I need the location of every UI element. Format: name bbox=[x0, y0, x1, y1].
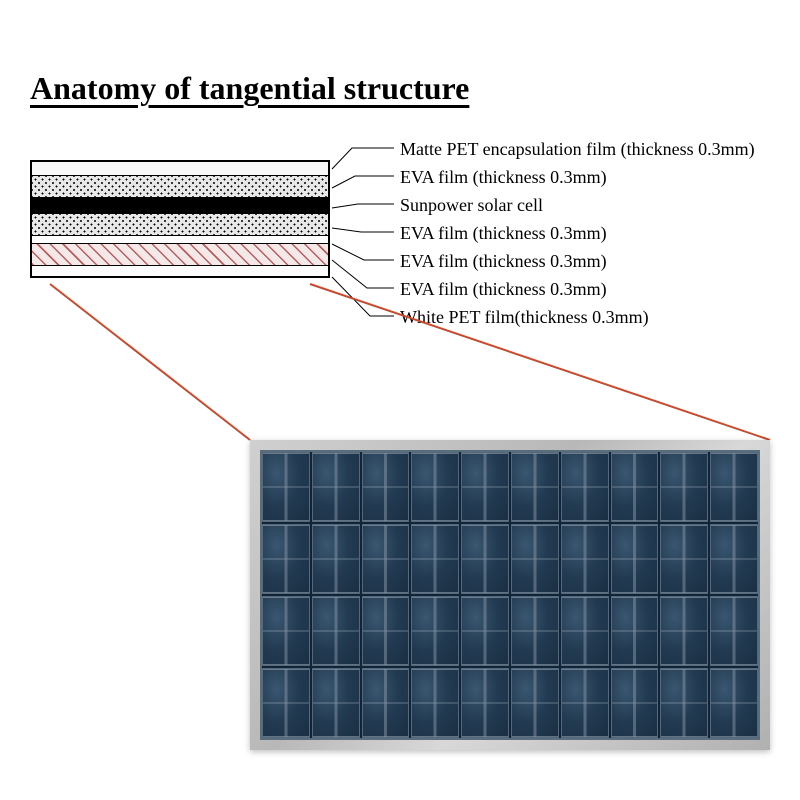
solar-cell bbox=[660, 596, 708, 666]
layer-2 bbox=[32, 198, 328, 214]
solar-cell bbox=[611, 452, 659, 522]
layer-3 bbox=[32, 214, 328, 236]
solar-cell bbox=[461, 452, 509, 522]
solar-cell bbox=[611, 668, 659, 738]
solar-cell bbox=[660, 452, 708, 522]
solar-cell bbox=[411, 596, 459, 666]
layer-5 bbox=[32, 244, 328, 266]
solar-cell bbox=[611, 524, 659, 594]
solar-cell bbox=[411, 668, 459, 738]
layer-0 bbox=[32, 162, 328, 176]
layer-label-1: EVA film (thickness 0.3mm) bbox=[400, 163, 755, 191]
layer-labels: Matte PET encapsulation film (thickness … bbox=[400, 135, 755, 331]
solar-cell bbox=[561, 452, 609, 522]
solar-cell bbox=[561, 668, 609, 738]
layer-label-6: White PET film(thickness 0.3mm) bbox=[400, 303, 755, 331]
solar-cell bbox=[411, 452, 459, 522]
layer-4 bbox=[32, 236, 328, 244]
page-title: Anatomy of tangential structure bbox=[30, 70, 469, 107]
solar-cell bbox=[710, 668, 758, 738]
solar-cell bbox=[411, 524, 459, 594]
solar-cell bbox=[312, 524, 360, 594]
solar-cell bbox=[362, 452, 410, 522]
solar-cell bbox=[312, 596, 360, 666]
solar-cell bbox=[262, 452, 310, 522]
solar-cell bbox=[511, 452, 559, 522]
solar-cell bbox=[312, 452, 360, 522]
solar-cell bbox=[362, 524, 410, 594]
solar-cell bbox=[461, 524, 509, 594]
solar-cell bbox=[262, 596, 310, 666]
solar-cell bbox=[511, 596, 559, 666]
solar-cell bbox=[660, 668, 708, 738]
layer-label-2: Sunpower solar cell bbox=[400, 191, 755, 219]
solar-panel-frame bbox=[250, 440, 770, 750]
solar-cell bbox=[611, 596, 659, 666]
layer-label-3: EVA film (thickness 0.3mm) bbox=[400, 219, 755, 247]
solar-panel-grid bbox=[262, 452, 758, 738]
solar-cell bbox=[561, 524, 609, 594]
solar-cell bbox=[710, 596, 758, 666]
solar-cell bbox=[461, 668, 509, 738]
solar-cell bbox=[362, 668, 410, 738]
solar-cell bbox=[660, 524, 708, 594]
layer-label-5: EVA film (thickness 0.3mm) bbox=[400, 275, 755, 303]
solar-cell bbox=[561, 596, 609, 666]
solar-cell bbox=[262, 668, 310, 738]
layer-label-0: Matte PET encapsulation film (thickness … bbox=[400, 135, 755, 163]
layer-stack bbox=[30, 160, 330, 278]
solar-cell bbox=[710, 452, 758, 522]
layer-1 bbox=[32, 176, 328, 198]
solar-cell bbox=[511, 524, 559, 594]
solar-cell bbox=[511, 668, 559, 738]
solar-cell bbox=[312, 668, 360, 738]
solar-cell bbox=[461, 596, 509, 666]
solar-cell bbox=[710, 524, 758, 594]
layer-label-4: EVA film (thickness 0.3mm) bbox=[400, 247, 755, 275]
layer-6 bbox=[32, 266, 328, 276]
solar-cell bbox=[362, 596, 410, 666]
solar-cell bbox=[262, 524, 310, 594]
